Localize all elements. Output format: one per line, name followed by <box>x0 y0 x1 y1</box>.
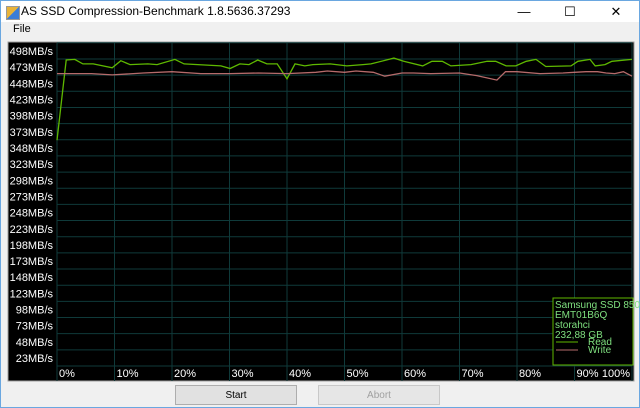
y-tick-label: 423MB/s <box>10 94 54 106</box>
y-tick-label: 148MB/s <box>10 272 54 284</box>
abort-button[interactable]: Abort <box>318 385 440 405</box>
series-line-read <box>56 57 633 141</box>
y-tick-label: 73MB/s <box>16 321 54 333</box>
x-tick-label: 30% <box>232 368 254 380</box>
y-tick-label: 348MB/s <box>10 143 54 155</box>
minimize-button[interactable]: — <box>517 4 531 19</box>
y-tick-label: 373MB/s <box>10 127 54 139</box>
y-tick-label: 498MB/s <box>10 46 54 58</box>
y-tick-label: 248MB/s <box>10 208 54 220</box>
y-tick-label: 98MB/s <box>16 305 54 317</box>
legend-driver: storahci <box>555 320 590 331</box>
app-icon <box>6 6 20 20</box>
x-tick-label: 90% <box>577 368 599 380</box>
menu-file[interactable]: File <box>13 23 31 35</box>
y-tick-label: 473MB/s <box>10 62 54 74</box>
chart-background <box>7 41 635 382</box>
x-tick-label: 80% <box>519 368 541 380</box>
menu-bar: File <box>1 22 639 40</box>
x-tick-label: 0% <box>59 368 75 380</box>
x-tick-label: 20% <box>174 368 196 380</box>
y-tick-label: 273MB/s <box>10 191 54 203</box>
x-tick-label: 70% <box>462 368 484 380</box>
legend-write: Write <box>588 345 612 356</box>
y-tick-label: 223MB/s <box>10 224 54 236</box>
y-tick-label: 398MB/s <box>10 111 54 123</box>
y-tick-label: 123MB/s <box>10 288 54 300</box>
legend-model: EMT01B6Q <box>555 310 607 321</box>
x-tick-label: 10% <box>117 368 139 380</box>
legend-device: Samsung SSD 850 <box>555 300 640 311</box>
legend-read: Read <box>588 337 612 348</box>
legend: Samsung SSD 850 EMT01B6Q storahci 232,88… <box>552 297 640 366</box>
y-tick-label: 173MB/s <box>10 256 54 268</box>
y-tick-label: 323MB/s <box>10 159 54 171</box>
x-tick-label: 60% <box>404 368 426 380</box>
x-tick-label: 50% <box>347 368 369 380</box>
y-tick-label: 198MB/s <box>10 240 54 252</box>
legend-box <box>552 297 634 366</box>
y-tick-label: 448MB/s <box>10 78 54 90</box>
close-button[interactable]: ✕ <box>610 4 622 19</box>
y-tick-label: 48MB/s <box>16 337 54 349</box>
start-button[interactable]: Start <box>175 385 297 405</box>
x-tick-label: 40% <box>289 368 311 380</box>
legend-size: 232,88 GB <box>555 330 603 341</box>
x-tick-label: 100% <box>602 368 630 380</box>
series-line-write <box>57 70 633 81</box>
y-tick-label: 23MB/s <box>16 353 54 365</box>
y-tick-label: 298MB/s <box>10 175 54 187</box>
window-title: AS SSD Compression-Benchmark 1.8.5636.37… <box>21 4 291 18</box>
maximize-button[interactable]: ☐ <box>564 4 576 19</box>
